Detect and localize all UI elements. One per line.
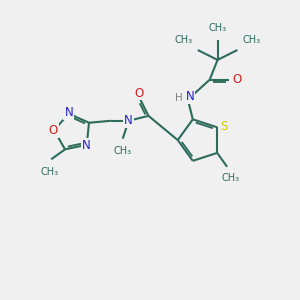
Text: CH₃: CH₃ bbox=[175, 35, 193, 45]
Text: N: N bbox=[64, 106, 73, 119]
Text: N: N bbox=[185, 90, 194, 103]
Text: CH₃: CH₃ bbox=[208, 23, 226, 33]
Text: CH₃: CH₃ bbox=[222, 173, 240, 183]
Text: O: O bbox=[233, 73, 242, 86]
Text: O: O bbox=[48, 124, 58, 137]
Text: O: O bbox=[134, 86, 143, 100]
Text: N: N bbox=[124, 114, 133, 127]
Text: S: S bbox=[220, 120, 228, 133]
Text: N: N bbox=[82, 139, 91, 152]
Text: CH₃: CH₃ bbox=[114, 146, 132, 155]
Text: CH₃: CH₃ bbox=[242, 35, 260, 45]
Text: H: H bbox=[175, 93, 183, 103]
Text: CH₃: CH₃ bbox=[40, 167, 58, 177]
